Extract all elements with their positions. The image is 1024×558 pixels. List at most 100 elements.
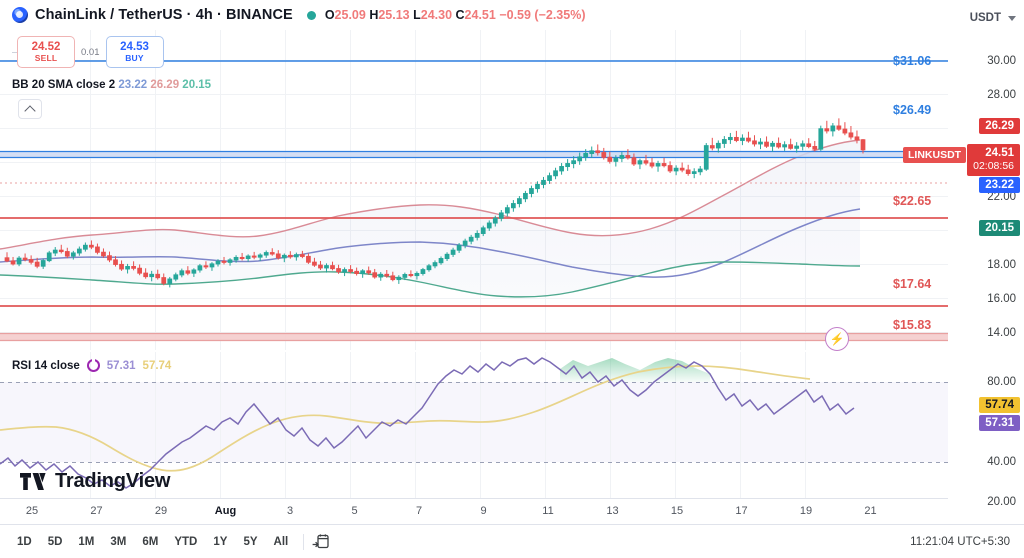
tradingview-logo-icon bbox=[20, 473, 46, 490]
bb-lower-line bbox=[0, 261, 861, 298]
level-label-15[interactable]: $15.83 bbox=[893, 318, 932, 332]
last-price-badge: 24.51 02:08:56 bbox=[967, 144, 1020, 176]
buy-price: 24.53 bbox=[120, 40, 149, 53]
high-label: H bbox=[369, 8, 379, 22]
timeframe-1d[interactable]: 1D bbox=[17, 535, 32, 548]
rsi-legend[interactable]: RSI 14 close 57.31 57.74 bbox=[12, 359, 171, 372]
chart-header: ChainLink / TetherUS · 4h · BINANCE O25.… bbox=[0, 0, 1024, 30]
price-tick-16: 16.00 bbox=[987, 293, 1016, 305]
rsi-axis[interactable]: 80.00 40.00 20.00 57.74 57.31 bbox=[948, 352, 1024, 508]
horizontal-price-levels[interactable] bbox=[0, 60, 948, 342]
level-band-15 bbox=[0, 333, 948, 341]
rsi-tick-40: 40.00 bbox=[987, 456, 1016, 468]
date-tick: 29 bbox=[154, 505, 168, 517]
rsi-value: 57.31 bbox=[106, 359, 136, 372]
level-label-31[interactable]: $31.06 bbox=[893, 54, 932, 68]
chevron-down-icon bbox=[1008, 15, 1016, 21]
price-tick-14: 14.00 bbox=[987, 327, 1016, 339]
date-axis[interactable]: 25 27 29 Aug 3 5 7 9 11 13 15 17 19 21 bbox=[0, 498, 948, 525]
rsi-ma-line bbox=[0, 365, 811, 472]
sell-label: SELL bbox=[34, 52, 58, 63]
open-label: O bbox=[324, 8, 335, 22]
sell-button[interactable]: 24.52 SELL bbox=[17, 36, 75, 68]
price-tick-28: 28.00 bbox=[987, 89, 1016, 101]
market-open-dot bbox=[306, 10, 316, 20]
timeframe-5y[interactable]: 5Y bbox=[243, 535, 258, 548]
bottom-toolbar: 1D 5D 1M 3M 6M YTD 1Y 5Y All 11:21:04 UTC+5:30 bbox=[0, 524, 1024, 558]
symbol-tag-badge: LINKUSDT bbox=[903, 147, 967, 163]
bollinger-bands-legend[interactable]: BB 20 SMA close 2 23.22 26.29 20.15 bbox=[12, 79, 211, 91]
ohlc-values: O25.09 H25.13 L24.30 C24.51 −0.59 (−2.35… bbox=[325, 8, 586, 22]
timeframe-5d[interactable]: 5D bbox=[47, 535, 63, 548]
date-tick: 7 bbox=[415, 505, 423, 517]
rsi-line bbox=[0, 357, 855, 489]
date-tick: 25 bbox=[25, 505, 39, 517]
timeframe-ytd[interactable]: YTD bbox=[174, 535, 198, 548]
timeframe-1m[interactable]: 1M bbox=[78, 535, 95, 548]
bb-lower-value: 20.15 bbox=[182, 79, 212, 91]
rsi-settings-icon[interactable] bbox=[86, 359, 100, 372]
price-axis[interactable]: 30.00 28.00 22.00 18.00 16.00 14.00 26.2… bbox=[948, 30, 1024, 350]
rsi-ma-value: 57.74 bbox=[142, 359, 172, 372]
timeframe-1y[interactable]: 1Y bbox=[213, 535, 228, 548]
rsi-value-badge: 57.31 bbox=[979, 415, 1020, 431]
toolbar-divider bbox=[303, 533, 305, 550]
symbol-title[interactable]: ChainLink / TetherUS · 4h · BINANCE bbox=[35, 7, 293, 23]
tradingview-watermark: TradingView bbox=[20, 470, 170, 493]
date-tick: 9 bbox=[480, 505, 487, 517]
date-range-icon[interactable] bbox=[312, 534, 329, 549]
date-tick: 27 bbox=[90, 505, 103, 517]
bb-basis-badge: 23.22 bbox=[979, 177, 1020, 193]
level-band-26 bbox=[0, 151, 948, 158]
date-tick: 3 bbox=[286, 505, 294, 517]
date-tick: 13 bbox=[606, 505, 619, 517]
chevron-up-icon bbox=[24, 104, 36, 117]
date-tick: 5 bbox=[351, 505, 358, 517]
timeframe-6m[interactable]: 6M bbox=[142, 535, 159, 548]
open-value: 25.09 bbox=[334, 8, 366, 22]
last-price-value: 24.51 bbox=[985, 147, 1014, 159]
clock-timezone[interactable]: 11:21:04 UTC+5:30 bbox=[910, 535, 1010, 548]
currency-selector[interactable]: USDT bbox=[970, 12, 1016, 24]
sell-price: 24.52 bbox=[31, 40, 61, 53]
date-tick: 15 bbox=[670, 505, 684, 517]
level-label-22[interactable]: $22.65 bbox=[893, 194, 932, 208]
rsi-chart-svg bbox=[0, 352, 948, 498]
lightning-bolt-icon[interactable]: ⚡ bbox=[825, 327, 849, 351]
bb-upper-line bbox=[0, 139, 861, 250]
timeframe-all[interactable]: All bbox=[273, 535, 289, 548]
level-label-26[interactable]: $26.49 bbox=[893, 103, 932, 117]
bb-lower-badge: 20.15 bbox=[979, 220, 1020, 236]
low-label: L bbox=[413, 8, 421, 22]
close-value: 24.51 bbox=[464, 8, 496, 22]
price-chart-pane[interactable] bbox=[0, 30, 948, 350]
date-tick: Aug bbox=[214, 505, 237, 517]
spread-value: 0.01 bbox=[81, 46, 100, 58]
low-value: 24.30 bbox=[420, 8, 453, 22]
high-value: 25.13 bbox=[378, 8, 410, 22]
timeframe-3m[interactable]: 3M bbox=[110, 535, 127, 548]
chainlink-logo-icon bbox=[12, 7, 28, 23]
rsi-tick-80: 80.00 bbox=[987, 376, 1016, 388]
rsi-overbought-fill bbox=[560, 358, 710, 382]
buy-label: BUY bbox=[125, 52, 144, 63]
collapse-pane-button[interactable] bbox=[18, 99, 42, 119]
bb-basis-value: 23.22 bbox=[118, 79, 148, 91]
price-tick-18: 18.00 bbox=[987, 259, 1016, 271]
buy-button[interactable]: 24.53 BUY bbox=[105, 36, 164, 68]
level-label-17[interactable]: $17.64 bbox=[893, 277, 932, 291]
tradingview-wordmark: TradingView bbox=[55, 470, 171, 492]
timeframe-buttons[interactable]: 1D 5D 1M 3M 6M YTD 1Y 5Y All bbox=[0, 531, 295, 553]
rsi-ma-badge: 57.74 bbox=[979, 397, 1020, 413]
bb-upper-value: 26.29 bbox=[150, 79, 180, 91]
date-tick: 11 bbox=[542, 505, 554, 517]
buy-sell-widget[interactable]: 24.52 SELL 0.01 24.53 BUY bbox=[12, 36, 164, 68]
price-line-tick bbox=[12, 51, 17, 53]
bb-upper-badge: 26.29 bbox=[979, 118, 1020, 134]
rsi-title: RSI 14 close bbox=[12, 359, 80, 372]
date-tick: 21 bbox=[864, 505, 877, 517]
rsi-chart-pane[interactable] bbox=[0, 352, 948, 498]
price-change: −0.59 (−2.35%) bbox=[499, 8, 586, 22]
bar-countdown: 02:08:56 bbox=[973, 160, 1014, 173]
